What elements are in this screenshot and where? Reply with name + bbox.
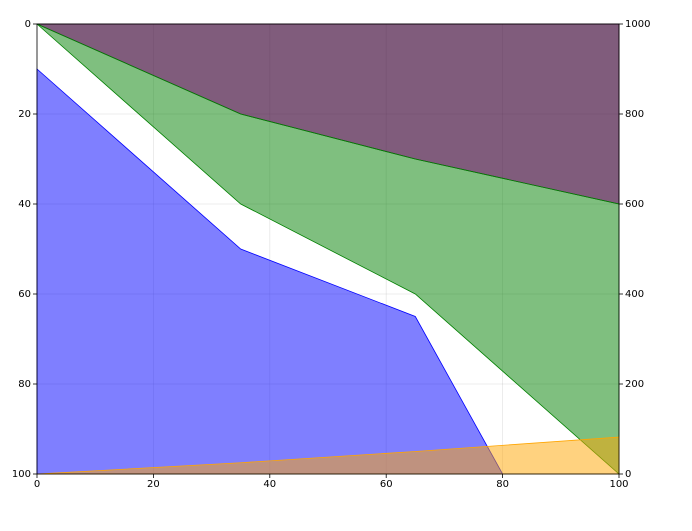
y2-tick-label: 600 bbox=[625, 199, 644, 210]
x-tick-label: 20 bbox=[147, 479, 160, 490]
y-tick-label: 60 bbox=[18, 289, 31, 300]
y2-tick-label: 400 bbox=[625, 289, 644, 300]
y2-tick-label: 200 bbox=[625, 379, 644, 390]
y2-tick-label: 1000 bbox=[625, 19, 650, 30]
y-tick-label: 80 bbox=[18, 379, 31, 390]
x-tick-label: 40 bbox=[263, 479, 276, 490]
y2-tick-label: 0 bbox=[625, 469, 631, 480]
x-tick-label: 60 bbox=[380, 479, 393, 490]
plot-frame bbox=[36, 23, 620, 475]
x-tick-label: 100 bbox=[609, 479, 628, 490]
y2-tick-label: 800 bbox=[625, 109, 644, 120]
y-tick-label: 0 bbox=[25, 19, 31, 30]
y-tick-label: 20 bbox=[18, 109, 31, 120]
x-tick-label: 80 bbox=[496, 479, 509, 490]
y-tick-label: 100 bbox=[12, 469, 31, 480]
x-tick-label: 0 bbox=[34, 479, 40, 490]
y-tick-label: 40 bbox=[18, 199, 31, 210]
